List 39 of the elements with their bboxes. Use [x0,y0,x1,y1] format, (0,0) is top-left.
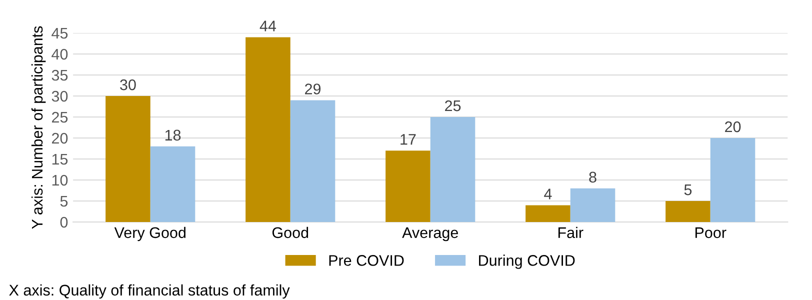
x-tick-label: Poor [695,227,726,238]
y-tick-label: 35 [52,70,68,81]
y-tick-label: 30 [52,90,68,102]
x-tick-label: Fair [558,226,584,238]
data-label: 30 [120,79,136,90]
bar [430,117,476,222]
data-label: 20 [725,121,741,132]
data-label: 18 [165,130,181,141]
data-label: 25 [445,100,461,112]
y-tick-label: 10 [52,174,68,186]
y-axis-title: Y axis: Number of participants [31,26,46,229]
bar [666,201,710,222]
x-axis-title: X axis: Quality of financial status of family [9,284,290,299]
y-tick-label: 25 [52,112,68,123]
data-label: 44 [260,20,276,32]
legend-label: Pre COVID [329,255,404,266]
x-tick-label: Good [272,226,308,238]
data-label: 29 [305,84,321,94]
data-label: 8 [589,172,596,183]
bar [290,100,336,222]
bar [150,146,196,222]
bar [526,205,570,222]
bar [386,150,430,222]
y-tick-label: 40 [52,48,68,60]
data-label: 4 [544,188,552,200]
bar [570,188,616,222]
data-label: 5 [684,184,692,196]
bar [710,138,756,222]
x-tick-label: Average [402,227,458,242]
bar [246,37,290,222]
y-tick-label: 20 [52,132,68,144]
bar [106,96,150,222]
y-tick-label: 5 [60,196,68,207]
legend-label: During COVID [479,254,575,269]
y-tick-label: 45 [52,28,68,39]
x-tick-label: Very Good [114,226,186,242]
y-tick-label: 15 [52,154,68,165]
data-label: 17 [400,134,416,145]
y-tick-label: 0 [60,216,68,228]
